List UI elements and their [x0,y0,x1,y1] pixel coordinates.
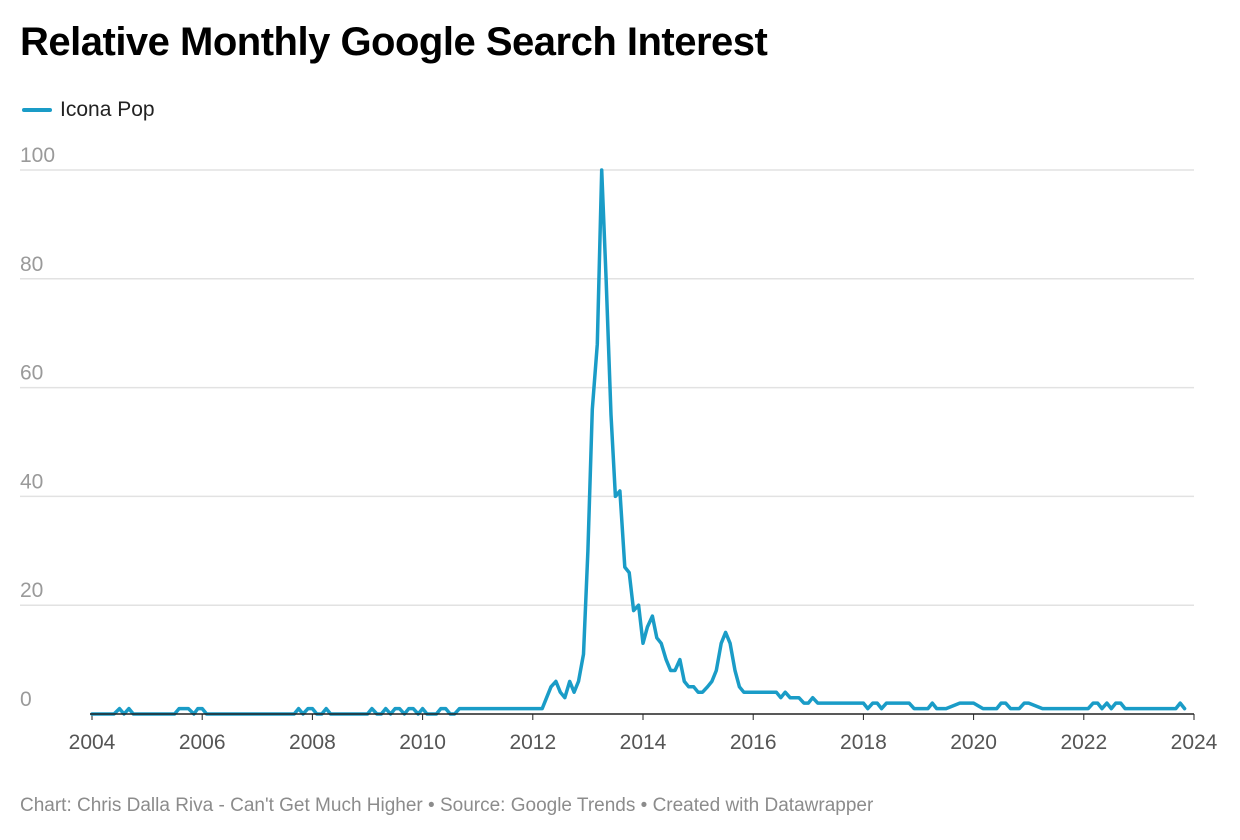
y-tick-label: 40 [20,470,43,493]
series-line-icona-pop [90,168,1187,716]
legend: Icona Pop [22,98,155,122]
gridlines [20,169,1194,606]
x-tick-label: 2004 [69,731,116,754]
legend-swatch [22,108,52,112]
x-tick-label: 2012 [509,731,556,754]
y-axis-ticks: 0 20 40 60 80 100 [20,144,55,711]
chart-title: Relative Monthly Google Search Interest [20,20,768,64]
x-tick-label: 2022 [1060,731,1107,754]
x-tick-label: 2016 [730,731,777,754]
legend-label: Icona Pop [60,98,155,121]
x-tick-label: 2008 [289,731,336,754]
x-axis-ticks: 2004 2006 2008 2010 2012 2014 2016 2018 2020 2022… [69,714,1218,754]
x-tick-label: 2024 [1171,731,1218,754]
y-tick-label: 60 [20,362,43,385]
series-layer [90,168,1187,716]
y-tick-label: 80 [20,253,43,276]
y-tick-label: 0 [20,688,32,711]
x-tick-label: 2018 [840,731,887,754]
x-tick-label: 2014 [620,731,667,754]
x-tick-label: 2006 [179,731,226,754]
chart-footer: Chart: Chris Dalla Riva - Can't Get Much… [20,795,874,816]
y-tick-label: 20 [20,579,43,602]
x-tick-label: 2020 [950,731,997,754]
y-tick-label: 100 [20,144,55,167]
x-tick-label: 2010 [399,731,446,754]
